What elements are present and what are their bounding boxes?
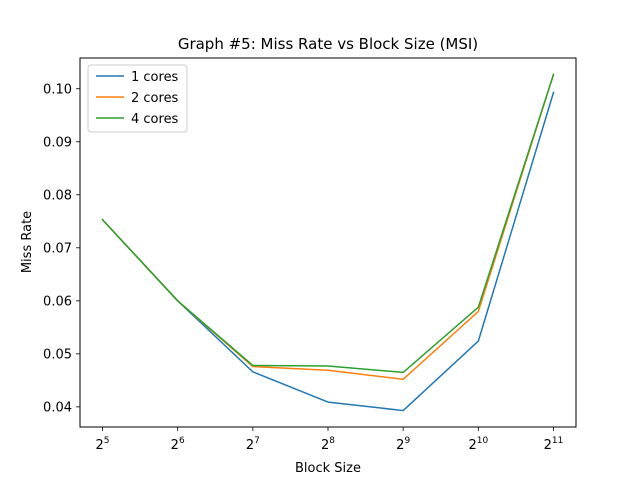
y-tick-label: 0.07 xyxy=(43,241,72,256)
legend-label: 4 cores xyxy=(131,112,179,127)
x-tick-label: 26 xyxy=(171,436,185,453)
x-axis: 25 26 27 28 29 210 211 xyxy=(95,427,563,453)
x-tick-label: 27 xyxy=(246,436,260,453)
series-lines xyxy=(101,73,555,412)
chart-title: Graph #5: Miss Rate vs Block Size (MSI) xyxy=(178,35,478,53)
y-tick-label: 0.08 xyxy=(43,188,72,203)
legend-label: 1 cores xyxy=(131,70,179,85)
y-tick-label: 0.04 xyxy=(43,400,72,415)
x-tick-label: 211 xyxy=(544,436,564,453)
y-tick-label: 0.06 xyxy=(43,294,72,309)
y-axis-title: Miss Rate xyxy=(20,211,35,273)
x-tick-label: 28 xyxy=(321,436,335,453)
x-tick-label: 29 xyxy=(396,436,410,453)
x-tick-label: 210 xyxy=(468,436,488,453)
legend-box xyxy=(87,64,188,133)
x-axis-title: Block Size xyxy=(295,461,361,476)
x-tick-label: 25 xyxy=(95,436,109,453)
y-tick-label: 0.05 xyxy=(43,347,72,362)
y-axis: 0.04 0.05 0.06 0.07 0.08 0.09 0.10 xyxy=(43,82,80,415)
legend: 1 cores 2 cores 4 cores xyxy=(87,64,188,133)
y-tick-label: 0.10 xyxy=(43,82,72,97)
series-line-3 xyxy=(101,73,555,374)
legend-label: 2 cores xyxy=(131,91,179,106)
y-tick-label: 0.09 xyxy=(43,135,72,150)
